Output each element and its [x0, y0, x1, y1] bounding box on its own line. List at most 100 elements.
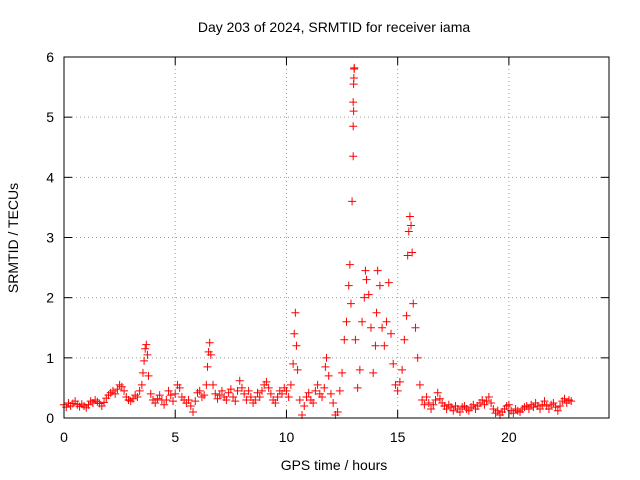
data-point — [427, 404, 436, 413]
data-point — [482, 397, 491, 406]
data-point — [175, 383, 184, 392]
data-point — [160, 400, 169, 409]
data-point — [540, 397, 549, 406]
data-point — [135, 386, 144, 395]
data-point — [493, 406, 502, 415]
data-point — [364, 290, 373, 299]
data-point — [164, 386, 173, 395]
data-point — [361, 266, 370, 275]
axis-ticks — [63, 56, 609, 419]
data-point — [418, 395, 427, 404]
x-tick-label: 20 — [501, 429, 517, 445]
data-point — [380, 341, 389, 350]
data-point — [311, 386, 320, 395]
x-tick-labels: 0 5 10 15 20 — [60, 429, 517, 445]
data-point — [222, 395, 231, 404]
data-point — [398, 365, 407, 374]
data-point — [489, 404, 498, 413]
data-point — [111, 389, 120, 398]
data-point — [455, 407, 464, 416]
data-point — [326, 389, 335, 398]
data-point — [407, 221, 416, 230]
chart-title: Day 203 of 2024, SRMTID for receiver iam… — [198, 19, 471, 35]
data-points — [60, 63, 576, 419]
data-point — [233, 386, 242, 395]
data-point — [409, 299, 418, 308]
data-point — [251, 395, 260, 404]
data-point — [289, 359, 298, 368]
grid-lines — [64, 57, 609, 418]
data-point — [217, 386, 226, 395]
data-point — [300, 401, 309, 410]
data-point — [556, 401, 565, 410]
y-tick-label: 3 — [46, 230, 54, 246]
data-point — [403, 251, 412, 260]
data-point — [411, 323, 420, 332]
data-point — [344, 281, 353, 290]
data-point — [408, 248, 417, 257]
data-point — [320, 383, 329, 392]
data-point — [291, 308, 300, 317]
data-point — [349, 122, 358, 131]
data-point — [321, 362, 330, 371]
data-point — [133, 392, 142, 401]
data-point — [413, 353, 422, 362]
y-tick-label: 2 — [46, 290, 54, 306]
y-tick-label: 0 — [46, 410, 54, 426]
x-tick-label: 0 — [60, 429, 68, 445]
data-point — [384, 278, 393, 287]
data-point — [353, 383, 362, 392]
data-point — [478, 395, 487, 404]
data-point — [373, 266, 382, 275]
data-point — [235, 376, 244, 385]
data-point — [345, 260, 354, 269]
data-point — [372, 308, 381, 317]
data-point — [484, 392, 493, 401]
data-point — [211, 389, 220, 398]
data-point — [215, 391, 224, 400]
data-point — [338, 368, 347, 377]
data-point — [567, 397, 576, 406]
data-point — [509, 409, 518, 418]
data-point — [349, 98, 358, 107]
data-point — [242, 395, 251, 404]
data-point — [355, 365, 364, 374]
data-point — [293, 365, 302, 374]
data-point — [469, 400, 478, 409]
data-point — [360, 293, 369, 302]
data-point — [369, 368, 378, 377]
data-point — [237, 383, 246, 392]
data-point — [429, 400, 438, 409]
data-point — [206, 350, 215, 359]
data-point — [422, 392, 431, 401]
data-point — [549, 398, 558, 407]
data-point — [151, 398, 160, 407]
data-point — [271, 398, 280, 407]
data-point — [143, 350, 152, 359]
data-point — [340, 335, 349, 344]
data-point — [449, 406, 458, 415]
data-point — [166, 391, 175, 400]
data-point — [366, 323, 375, 332]
data-point — [155, 391, 164, 400]
data-point — [229, 392, 238, 401]
data-point — [205, 338, 214, 347]
data-point — [292, 341, 301, 350]
data-point — [302, 392, 311, 401]
data-point — [169, 397, 177, 406]
data-point — [375, 281, 384, 290]
x-axis-title: GPS time / hours — [281, 457, 388, 473]
data-point — [333, 407, 342, 416]
data-point — [371, 341, 380, 350]
data-point — [318, 392, 327, 401]
data-point — [186, 401, 195, 410]
data-point — [144, 371, 153, 380]
data-point — [536, 404, 545, 413]
data-point — [120, 386, 129, 395]
x-tick-label: 10 — [279, 429, 295, 445]
data-point — [324, 371, 333, 380]
data-point — [404, 227, 413, 236]
data-point — [382, 317, 391, 326]
data-point — [349, 107, 358, 116]
data-point — [391, 380, 400, 389]
